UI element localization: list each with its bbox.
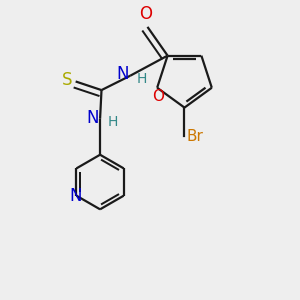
Text: N: N — [86, 109, 99, 127]
Text: H: H — [136, 72, 147, 86]
Text: Br: Br — [187, 129, 204, 144]
Text: H: H — [107, 115, 118, 129]
Text: S: S — [62, 71, 73, 89]
Text: N: N — [70, 187, 82, 205]
Text: O: O — [139, 5, 152, 23]
Text: O: O — [152, 88, 164, 104]
Text: N: N — [116, 65, 129, 83]
